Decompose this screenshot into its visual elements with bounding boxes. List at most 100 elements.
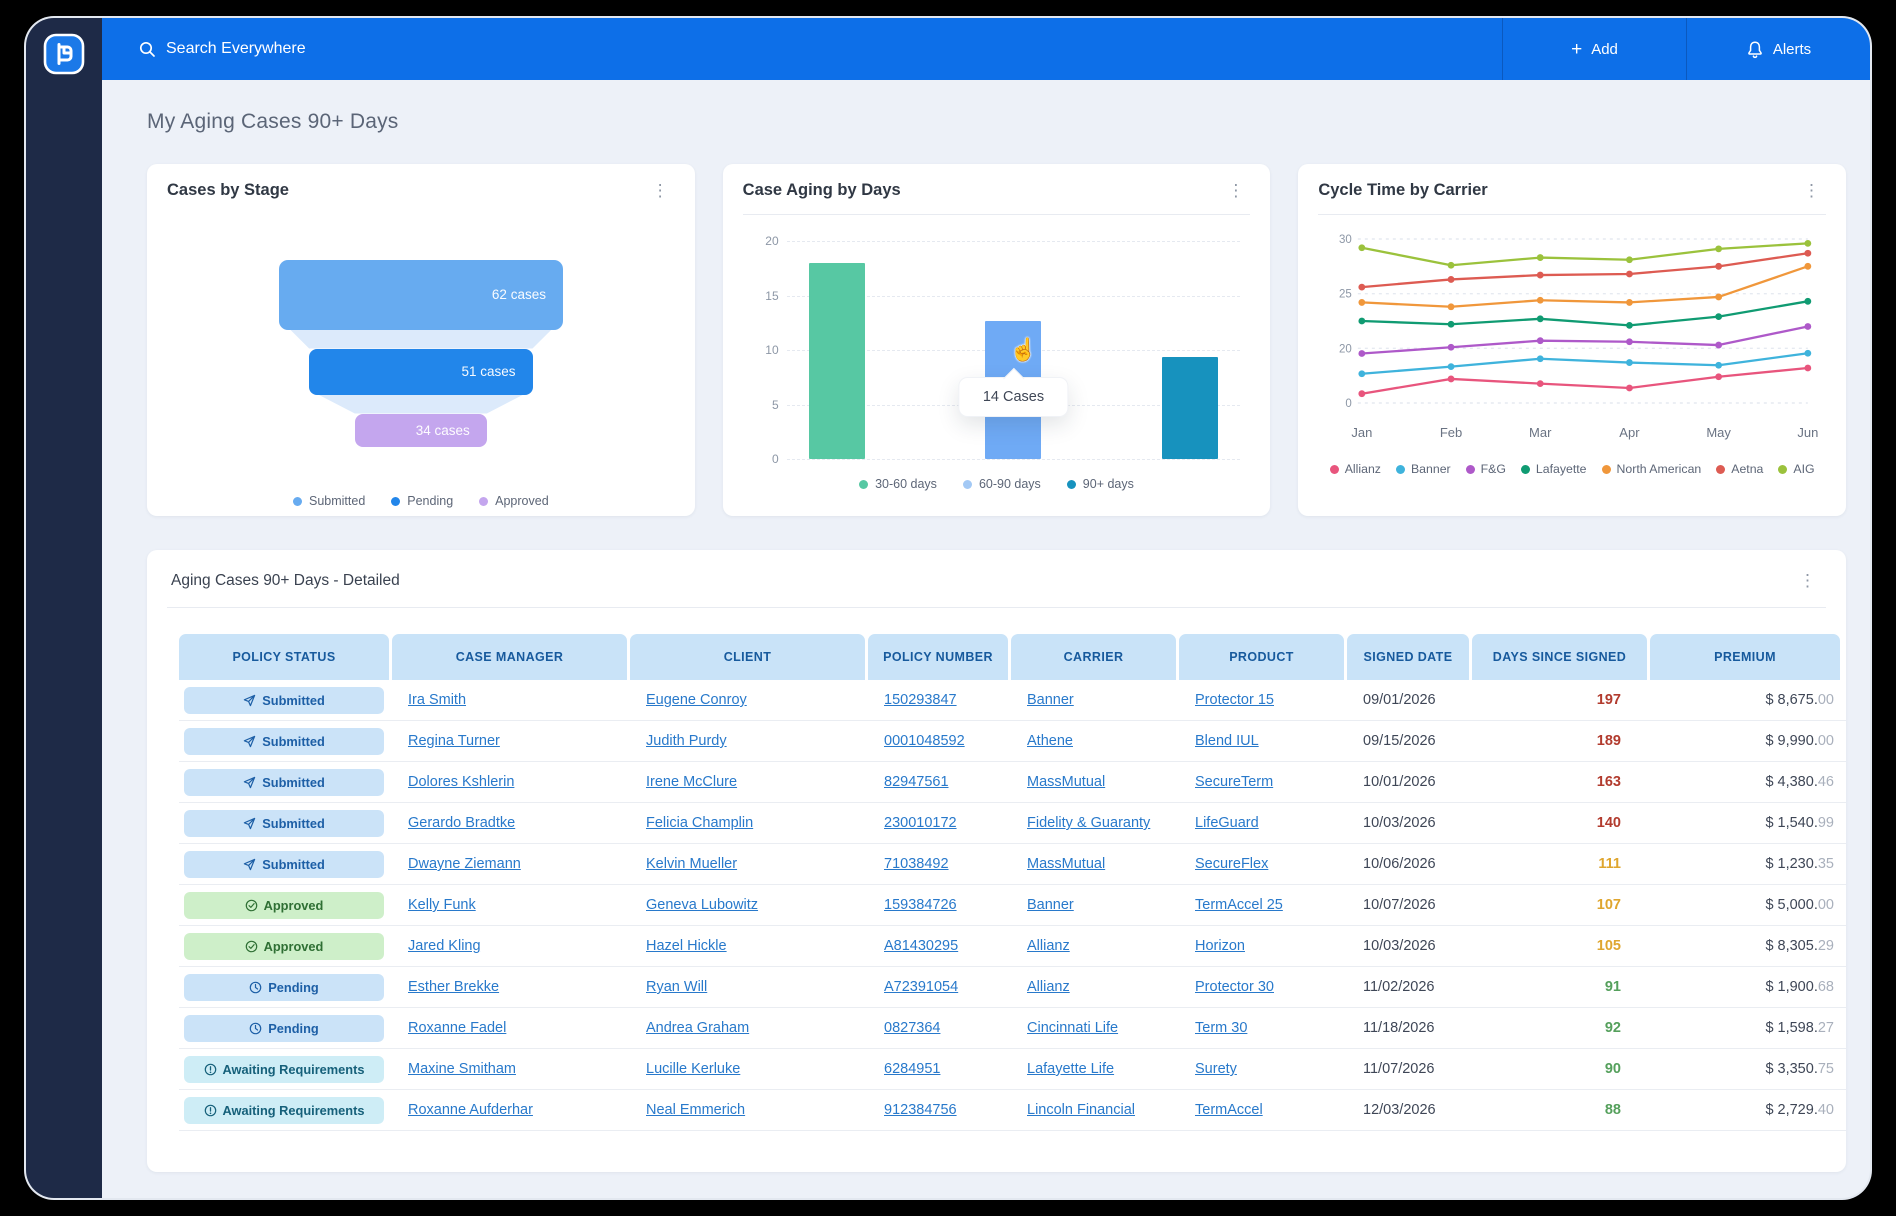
carrier-link[interactable]: MassMutual xyxy=(1027,774,1106,790)
policy-number-link[interactable]: A81430295 xyxy=(884,938,959,954)
carrier-link[interactable]: Banner xyxy=(1027,897,1074,913)
client-link[interactable]: Andrea Graham xyxy=(646,1020,750,1036)
product-link[interactable]: TermAccel 25 xyxy=(1195,897,1283,913)
policy-number-link[interactable]: A72391054 xyxy=(884,979,959,995)
column-header[interactable]: POLICY STATUS xyxy=(179,634,389,680)
client-link[interactable]: Lucille Kerluke xyxy=(646,1061,741,1077)
carrier-link[interactable]: Banner xyxy=(1027,692,1074,708)
funnel-connector xyxy=(290,329,552,349)
column-header[interactable]: CARRIER xyxy=(1011,634,1176,680)
client-link[interactable]: Hazel Hickle xyxy=(646,938,727,954)
add-button[interactable]: + Add xyxy=(1503,18,1686,80)
client-link[interactable]: Ryan Will xyxy=(646,979,708,995)
status-label: Approved xyxy=(263,897,324,913)
divider xyxy=(1318,214,1826,215)
policy-number-link[interactable]: 71038492 xyxy=(884,856,949,872)
carrier-link[interactable]: Lincoln Financial xyxy=(1027,1102,1136,1118)
client-link[interactable]: Geneva Lubowitz xyxy=(646,897,759,913)
table-row: Submitted Gerardo Bradtke Felicia Champlin… xyxy=(179,803,1846,844)
column-header[interactable]: PRODUCT xyxy=(1179,634,1344,680)
case-manager-link[interactable]: Esther Brekke xyxy=(408,979,500,995)
case-manager-link[interactable]: Kelly Funk xyxy=(408,897,476,913)
case-manager-link[interactable]: Roxanne Aufderhar xyxy=(408,1102,533,1118)
client-link[interactable]: Felicia Champlin xyxy=(646,815,754,831)
funnel-stage-bar[interactable]: 51 cases xyxy=(309,348,533,395)
signed-date-cell: 09/01/2026 xyxy=(1363,692,1436,708)
product-link[interactable]: Term 30 xyxy=(1195,1020,1248,1036)
bar-chart-legend: 30-60 days 60-90 days 90+ days xyxy=(743,477,1251,491)
days-since-signed-cell: 189 xyxy=(1596,733,1621,749)
carrier-link[interactable]: Athene xyxy=(1027,733,1073,749)
app-logo-icon[interactable] xyxy=(42,32,86,76)
column-header[interactable]: CLIENT xyxy=(630,634,865,680)
divider xyxy=(742,214,1251,215)
bar-30-60 days[interactable] xyxy=(808,262,865,459)
client-link[interactable]: Neal Emmerich xyxy=(646,1102,746,1118)
kebab-menu-icon[interactable]: ⋮ xyxy=(1799,571,1816,590)
search-input[interactable]: Search Everywhere xyxy=(102,18,1502,80)
svg-text:Feb: Feb xyxy=(1440,425,1462,440)
case-manager-link[interactable]: Ira Smith xyxy=(408,692,467,708)
product-link[interactable]: LifeGuard xyxy=(1195,815,1259,831)
client-link[interactable]: Eugene Conroy xyxy=(646,692,747,708)
policy-number-link[interactable]: 159384726 xyxy=(884,897,957,913)
funnel-stage-bar[interactable]: 62 cases xyxy=(278,259,563,330)
product-link[interactable]: SecureTerm xyxy=(1195,774,1274,790)
carrier-link[interactable]: Allianz xyxy=(1027,979,1070,995)
product-link[interactable]: Protector 15 xyxy=(1195,692,1274,708)
product-link[interactable]: SecureFlex xyxy=(1195,856,1269,872)
bar-90+ days[interactable] xyxy=(1162,356,1219,459)
product-link[interactable]: Surety xyxy=(1195,1061,1237,1077)
product-link[interactable]: Blend IUL xyxy=(1195,733,1259,749)
case-manager-link[interactable]: Dolores Kshlerin xyxy=(408,774,515,790)
policy-number-link[interactable]: 0827364 xyxy=(884,1020,941,1036)
carrier-link[interactable]: Allianz xyxy=(1027,938,1070,954)
policy-number-link[interactable]: 230010172 xyxy=(884,815,957,831)
product-link[interactable]: TermAccel xyxy=(1195,1102,1263,1118)
column-header[interactable]: POLICY NUMBER xyxy=(868,634,1008,680)
carrier-link[interactable]: Lafayette Life xyxy=(1027,1061,1115,1077)
case-manager-link[interactable]: Gerardo Bradtke xyxy=(408,815,516,831)
policy-number-link[interactable]: 0001048592 xyxy=(884,733,965,749)
search-placeholder: Search Everywhere xyxy=(166,40,306,57)
search-icon xyxy=(139,41,155,57)
case-manager-link[interactable]: Regina Turner xyxy=(408,733,500,749)
policy-number-link[interactable]: 912384756 xyxy=(884,1102,957,1118)
client-link[interactable]: Kelvin Mueller xyxy=(646,856,738,872)
send-icon xyxy=(244,694,256,706)
kebab-menu-icon[interactable]: ⋮ xyxy=(1227,181,1245,200)
column-header[interactable]: SIGNED DATE xyxy=(1347,634,1469,680)
product-link[interactable]: Horizon xyxy=(1195,938,1245,954)
case-manager-cell: Kelly Funk xyxy=(392,897,627,913)
carrier-link[interactable]: MassMutual xyxy=(1027,856,1106,872)
column-header[interactable]: PREMIUM xyxy=(1650,634,1840,680)
policy-number-link[interactable]: 150293847 xyxy=(884,692,957,708)
premium-cell: $ 1,900.68 xyxy=(1765,979,1834,995)
case-manager-link[interactable]: Maxine Smitham xyxy=(408,1061,516,1077)
carrier-cell: Lafayette Life xyxy=(1011,1061,1176,1077)
product-cell: Horizon xyxy=(1179,938,1344,954)
alerts-button[interactable]: Alerts xyxy=(1687,18,1870,80)
column-header[interactable]: CASE MANAGER xyxy=(392,634,627,680)
client-link[interactable]: Judith Purdy xyxy=(646,733,727,749)
legend-dot-icon xyxy=(1716,464,1726,474)
client-link[interactable]: Irene McClure xyxy=(646,774,738,790)
kebab-menu-icon[interactable]: ⋮ xyxy=(651,181,669,200)
carrier-link[interactable]: Fidelity & Guaranty xyxy=(1027,815,1151,831)
funnel-stage-bar[interactable]: 34 cases xyxy=(354,413,487,447)
column-header[interactable]: DAYS SINCE SIGNED xyxy=(1472,634,1647,680)
bell-icon xyxy=(1747,40,1762,58)
case-manager-link[interactable]: Jared Kling xyxy=(408,938,481,954)
kebab-menu-icon[interactable]: ⋮ xyxy=(1803,181,1820,200)
case-manager-link[interactable]: Dwayne Ziemann xyxy=(408,856,521,872)
table-row: Approved Jared Kling Hazel Hickle A81430295… xyxy=(179,926,1846,967)
status-label: Pending xyxy=(268,979,319,995)
product-cell: SecureFlex xyxy=(1179,856,1344,872)
product-link[interactable]: Protector 30 xyxy=(1195,979,1274,995)
table-row: Submitted Dwayne Ziemann Kelvin Mueller 710… xyxy=(179,844,1846,885)
case-manager-link[interactable]: Roxanne Fadel xyxy=(408,1020,507,1036)
policy-number-link[interactable]: 82947561 xyxy=(884,774,949,790)
client-cell: Lucille Kerluke xyxy=(630,1061,865,1077)
carrier-link[interactable]: Cincinnati Life xyxy=(1027,1020,1119,1036)
policy-number-link[interactable]: 6284951 xyxy=(884,1061,941,1077)
